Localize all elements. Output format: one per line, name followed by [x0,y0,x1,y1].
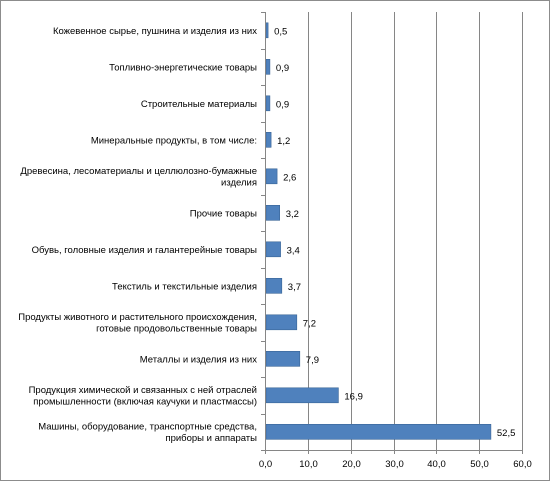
category-label-line: Машины, оборудование, транспортные средс… [38,422,257,433]
category-label: Топливно-энергетические товары [109,62,257,73]
category-label-line: Текстиль и текстильные изделия [112,281,257,292]
bars [265,22,492,440]
category-label-line: приборы и аппараты [165,433,257,444]
x-tick-label: 10,0 [299,459,318,470]
x-tick-label: 30,0 [385,459,404,470]
bar [265,168,278,185]
category-label-line: Продукты животного и растительного проис… [18,312,257,323]
x-tick-label: 20,0 [342,459,361,470]
axes [261,12,523,454]
labels: 0,0 10,0 20,0 30,0 40,0 50,0 60,0 0,5 Кожевенное… [18,26,532,470]
value-label: 16,9 [344,391,363,402]
category-label-line: Топливно-энергетические товары [109,62,257,73]
value-label: 3,7 [288,282,301,293]
value-label: 52,5 [497,428,516,439]
x-tick-label: 50,0 [470,459,489,470]
category-label-line: Продукция химической и связанных с ней о… [29,385,257,396]
category-label-line: промышленности (включая каучуки и пластм… [33,397,257,408]
category-label: Продукты животного и растительного проис… [18,312,257,335]
bar [265,241,281,258]
category-label-line: Прочие товары [190,208,257,219]
value-label: 0,9 [276,63,289,74]
value-label: 3,2 [286,209,299,220]
category-label-line: готовые продовольственные товары [96,324,257,335]
category-label-line: Кожевенное сырье, пушнина и изделия из н… [53,26,257,37]
x-tick-label: 40,0 [427,459,446,470]
category-label-line: Минеральные продукты, в том числе: [91,135,257,146]
category-label: Кожевенное сырье, пушнина и изделия из н… [53,26,257,37]
value-label: 2,6 [283,172,296,183]
bar [265,423,492,440]
bar [265,387,339,404]
bar [265,22,269,39]
bar [265,350,301,367]
bar [265,314,298,331]
category-label: Машины, оборудование, транспортные средс… [38,422,257,445]
category-label: Минеральные продукты, в том числе: [91,135,257,146]
category-label: Текстиль и текстильные изделия [112,281,257,292]
x-tick-label: 60,0 [513,459,532,470]
value-label: 7,2 [303,318,316,329]
value-label: 7,9 [306,355,319,366]
category-label: Обувь, головные изделия и галантерейные … [32,245,258,256]
category-label-line: изделия [221,178,257,189]
bar [265,95,271,112]
bar [265,58,271,75]
category-label: Древесина, лесоматериалы и целлюлозно-бу… [20,166,257,189]
value-label: 0,5 [274,26,287,37]
category-label: Продукция химической и связанных с ней о… [29,385,257,408]
bar [265,205,280,221]
x-tick-label: 0,0 [259,459,272,470]
bar [265,132,272,148]
bar [265,277,283,294]
category-label: Прочие товары [190,208,257,219]
gridlines [308,12,523,450]
value-label: 1,2 [277,136,290,147]
category-label: Строительные материалы [141,99,257,110]
category-label: Металлы и изделия из них [140,354,257,365]
category-label-line: Обувь, головные изделия и галантерейные … [32,245,258,256]
value-label: 3,4 [287,245,300,256]
category-label-line: Древесина, лесоматериалы и целлюлозно-бу… [20,166,257,177]
category-label-line: Металлы и изделия из них [140,354,257,365]
category-label-line: Строительные материалы [141,99,257,110]
value-label: 0,9 [276,99,289,110]
